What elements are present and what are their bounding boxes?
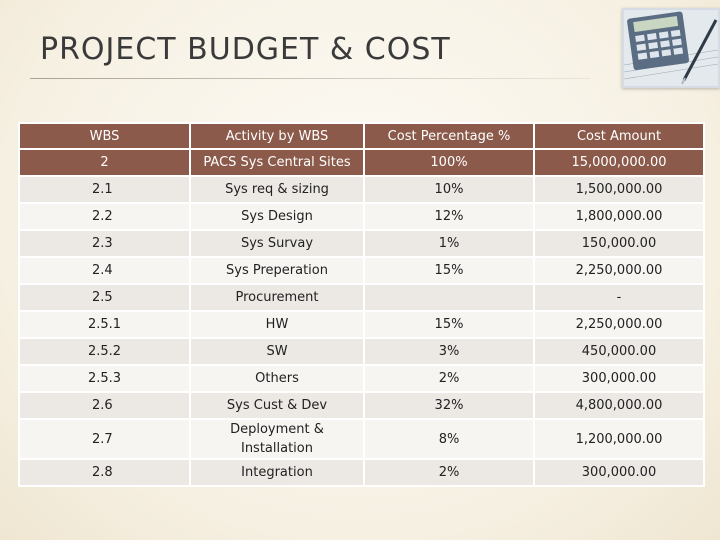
cell-activity: SW xyxy=(189,337,365,366)
cell-activity: Others xyxy=(189,364,365,393)
cell-percent xyxy=(363,283,535,312)
slide-title: PROJECT BUDGET & COST xyxy=(40,32,451,67)
cell-wbs: 2.5 xyxy=(18,283,191,312)
table-row: 2.1 Sys req & sizing 10% 1,500,000.00 xyxy=(18,175,705,204)
table-row: 2 PACS Sys Central Sites 100% 15,000,000… xyxy=(18,148,705,177)
table-row: 2.5.2 SW 3% 450,000.00 xyxy=(18,337,705,366)
cell-activity: Sys req & sizing xyxy=(189,175,365,204)
cell-wbs: 2.6 xyxy=(18,391,191,420)
header-percent: Cost Percentage % xyxy=(363,122,535,150)
cell-wbs: 2.1 xyxy=(18,175,191,204)
cell-wbs: 2 xyxy=(18,148,191,177)
table-row: 2.5.1 HW 15% 2,250,000.00 xyxy=(18,310,705,339)
cell-percent: 12% xyxy=(363,202,535,231)
table-row: 2.6 Sys Cust & Dev 32% 4,800,000.00 xyxy=(18,391,705,420)
cell-amount: - xyxy=(533,283,705,312)
cell-percent: 10% xyxy=(363,175,535,204)
cell-wbs: 2.5.3 xyxy=(18,364,191,393)
table-row: 2.7 Deployment & Installation 8% 1,200,0… xyxy=(18,418,705,460)
table-row: 2.4 Sys Preperation 15% 2,250,000.00 xyxy=(18,256,705,285)
cell-percent: 15% xyxy=(363,310,535,339)
cell-activity: Sys Cust & Dev xyxy=(189,391,365,420)
header-activity: Activity by WBS xyxy=(189,122,365,150)
cell-amount: 450,000.00 xyxy=(533,337,705,366)
table-header-row: WBS Activity by WBS Cost Percentage % Co… xyxy=(18,122,705,150)
header-wbs: WBS xyxy=(18,122,191,150)
cell-activity: PACS Sys Central Sites xyxy=(189,148,365,177)
cell-percent: 100% xyxy=(363,148,535,177)
cell-percent: 3% xyxy=(363,337,535,366)
cell-wbs: 2.5.2 xyxy=(18,337,191,366)
cell-amount: 300,000.00 xyxy=(533,364,705,393)
cell-activity: Sys Survay xyxy=(189,229,365,258)
table-row: 2.3 Sys Survay 1% 150,000.00 xyxy=(18,229,705,258)
cell-wbs: 2.4 xyxy=(18,256,191,285)
cell-amount: 1,500,000.00 xyxy=(533,175,705,204)
cell-activity: Integration xyxy=(189,458,365,487)
cell-wbs: 2.8 xyxy=(18,458,191,487)
budget-table: WBS Activity by WBS Cost Percentage % Co… xyxy=(18,122,705,487)
cell-percent: 1% xyxy=(363,229,535,258)
table-row: 2.5.3 Others 2% 300,000.00 xyxy=(18,364,705,393)
cell-activity: HW xyxy=(189,310,365,339)
cell-wbs: 2.7 xyxy=(18,418,191,460)
cell-percent: 15% xyxy=(363,256,535,285)
cell-wbs: 2.2 xyxy=(18,202,191,231)
cell-amount: 1,200,000.00 xyxy=(533,418,705,460)
cell-wbs: 2.5.1 xyxy=(18,310,191,339)
table-row: 2.5 Procurement - xyxy=(18,283,705,312)
cell-activity: Procurement xyxy=(189,283,365,312)
cell-amount: 2,250,000.00 xyxy=(533,310,705,339)
cell-activity: Sys Design xyxy=(189,202,365,231)
cell-percent: 32% xyxy=(363,391,535,420)
cell-amount: 2,250,000.00 xyxy=(533,256,705,285)
cell-amount: 15,000,000.00 xyxy=(533,148,705,177)
cell-amount: 4,800,000.00 xyxy=(533,391,705,420)
table-row: 2.8 Integration 2% 300,000.00 xyxy=(18,458,705,487)
header-amount: Cost Amount xyxy=(533,122,705,150)
cell-activity: Deployment & Installation xyxy=(189,418,365,460)
cell-wbs: 2.3 xyxy=(18,229,191,258)
table-row: 2.2 Sys Design 12% 1,800,000.00 xyxy=(18,202,705,231)
title-divider xyxy=(30,78,590,79)
cell-amount: 1,800,000.00 xyxy=(533,202,705,231)
cell-amount: 150,000.00 xyxy=(533,229,705,258)
cell-percent: 8% xyxy=(363,418,535,460)
cell-amount: 300,000.00 xyxy=(533,458,705,487)
cell-activity: Sys Preperation xyxy=(189,256,365,285)
cell-percent: 2% xyxy=(363,458,535,487)
cell-percent: 2% xyxy=(363,364,535,393)
calculator-icon xyxy=(622,8,720,88)
